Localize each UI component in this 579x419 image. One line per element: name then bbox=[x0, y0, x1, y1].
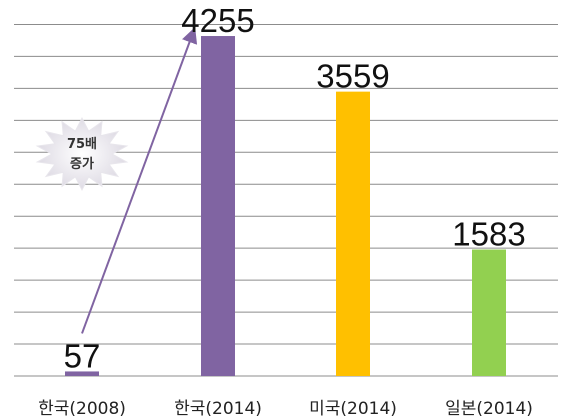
bar bbox=[201, 36, 235, 376]
x-tick-label: 한국(2008) bbox=[38, 399, 126, 419]
data-label: 1583 bbox=[452, 216, 525, 253]
data-labels: 57 4255 3559 1583 bbox=[64, 2, 526, 374]
data-label: 57 bbox=[64, 337, 101, 374]
x-tick-label: 미국(2014) bbox=[309, 399, 397, 419]
x-tick-label: 한국(2014) bbox=[174, 399, 262, 419]
data-label: 3559 bbox=[316, 58, 389, 95]
growth-arrow bbox=[81, 27, 198, 334]
starburst-badge bbox=[35, 117, 129, 191]
x-tick-labels: 한국(2008) 한국(2014) 미국(2014) 일본(2014) bbox=[38, 399, 533, 419]
bar bbox=[472, 249, 506, 376]
data-label: 4255 bbox=[181, 2, 254, 39]
x-tick-label: 일본(2014) bbox=[445, 399, 533, 419]
bars bbox=[65, 36, 506, 377]
annotation-line1: 75배 bbox=[67, 136, 97, 152]
gridlines bbox=[14, 23, 558, 377]
annotation-line2: 증가 bbox=[70, 157, 94, 172]
bar bbox=[65, 371, 99, 376]
bar bbox=[336, 91, 370, 377]
